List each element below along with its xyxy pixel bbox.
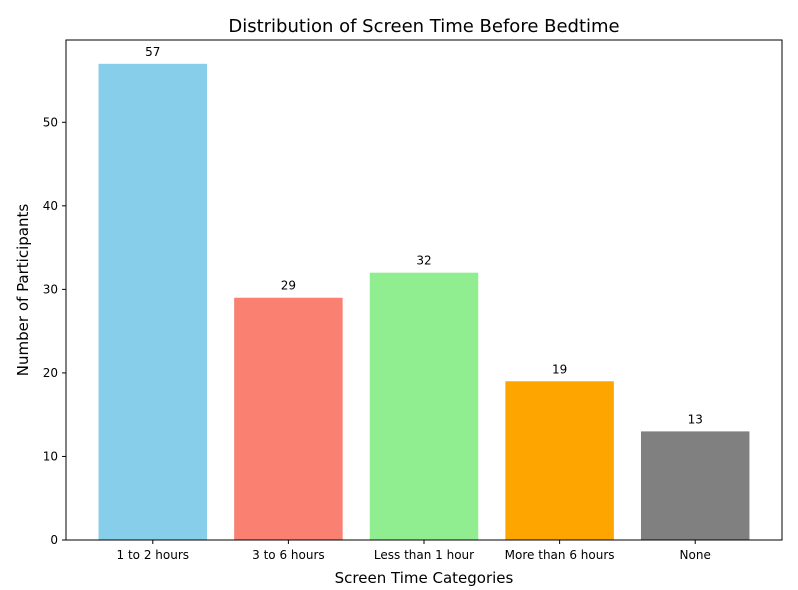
data-label-0: 57	[145, 45, 160, 59]
chart-title: Distribution of Screen Time Before Bedti…	[228, 16, 619, 37]
x-tick-label-0: 1 to 2 hours	[117, 548, 190, 562]
data-label-2: 32	[416, 254, 431, 268]
x-tick-label-1: 3 to 6 hours	[252, 548, 325, 562]
bar-4	[640, 431, 750, 540]
bars-layer	[98, 63, 750, 541]
y-tick-label-1: 10	[43, 449, 58, 463]
y-tick-label-0: 0	[50, 533, 58, 547]
bar-2	[369, 272, 479, 540]
x-tick-label-2: Less than 1 hour	[374, 548, 474, 562]
bar-3	[505, 381, 614, 540]
y-tick-label-5: 50	[43, 115, 58, 129]
y-axis-ticks: 0 10 20 30 40 50	[43, 115, 66, 547]
data-label-3: 19	[552, 362, 567, 376]
data-label-1: 29	[281, 279, 296, 293]
y-axis-label: Number of Participants	[14, 204, 32, 377]
x-axis-ticks: 1 to 2 hours 3 to 6 hours Less than 1 hour…	[117, 540, 711, 562]
x-axis-label: Screen Time Categories	[335, 569, 514, 587]
y-tick-label-2: 20	[43, 366, 58, 380]
data-labels-layer: 57 29 32 19 13	[145, 45, 703, 427]
data-label-4: 13	[688, 412, 703, 426]
x-tick-label-3: More than 6 hours	[505, 548, 615, 562]
plot-frame	[65, 39, 783, 541]
x-tick-label-4: None	[680, 548, 711, 562]
bar-1	[234, 297, 343, 540]
y-tick-label-4: 40	[43, 199, 58, 213]
bar-0	[98, 63, 208, 541]
y-tick-label-3: 30	[43, 282, 58, 296]
